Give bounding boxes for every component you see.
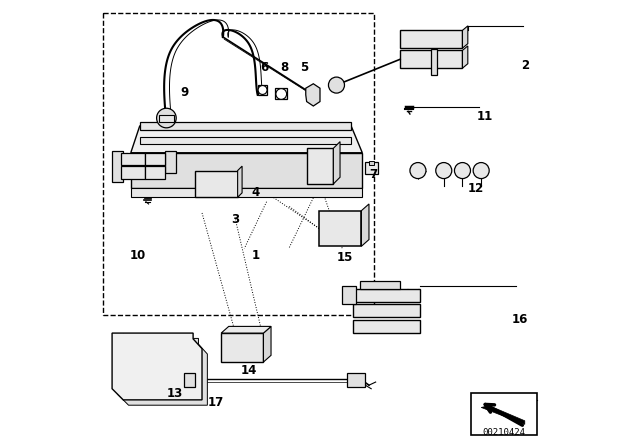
Polygon shape [481,405,525,424]
Polygon shape [117,338,207,405]
Text: 10: 10 [129,249,145,262]
Bar [111,151,123,182]
Text: 1: 1 [252,249,259,262]
Circle shape [258,86,267,95]
Bar [319,211,362,246]
Bar [342,286,356,304]
Polygon shape [463,46,468,68]
Circle shape [328,77,344,93]
Bar [365,162,378,174]
Bar [353,289,420,302]
Polygon shape [131,126,362,153]
Polygon shape [306,84,320,106]
Text: 2: 2 [521,60,529,73]
Bar [275,88,287,99]
Text: 14: 14 [241,364,257,377]
Bar [145,166,165,179]
Bar [307,148,333,184]
Text: 12: 12 [468,182,484,195]
Bar [140,137,351,144]
Bar [472,393,537,435]
Polygon shape [264,327,271,362]
Circle shape [276,89,287,99]
Polygon shape [221,327,271,333]
Bar [165,151,176,173]
Bar [221,333,264,362]
Bar [353,320,420,333]
Polygon shape [333,142,340,184]
Text: 00210424: 00210424 [483,428,526,437]
Bar [347,373,365,387]
Bar [159,115,175,121]
Text: 17: 17 [207,396,223,409]
Text: 6: 6 [260,61,268,74]
Bar [184,373,195,387]
Polygon shape [463,26,468,48]
Circle shape [454,163,470,179]
Text: 3: 3 [231,213,239,226]
Bar [258,85,268,95]
Bar [140,121,351,129]
Text: 7: 7 [369,168,378,181]
Bar [400,30,463,48]
Polygon shape [131,153,362,188]
Text: 11: 11 [477,110,493,123]
Bar [120,153,145,165]
Text: 15: 15 [336,251,353,264]
Bar [369,161,374,165]
Text: 8: 8 [280,61,289,74]
Circle shape [436,163,452,179]
Bar [353,304,420,318]
Bar [195,171,237,197]
Bar [360,281,400,289]
Text: 16: 16 [512,313,529,326]
Text: 4: 4 [252,186,260,199]
Text: 13: 13 [167,387,184,400]
Circle shape [473,163,489,179]
Bar [431,49,436,75]
Text: 5: 5 [300,61,308,74]
Bar [145,153,165,165]
Bar [120,166,145,179]
Bar [131,188,362,197]
Polygon shape [362,204,369,246]
Bar [400,50,463,68]
Text: 9: 9 [180,86,188,99]
Bar [103,13,374,315]
Circle shape [157,108,176,128]
Circle shape [410,163,426,179]
Polygon shape [112,333,202,400]
Polygon shape [237,166,242,197]
